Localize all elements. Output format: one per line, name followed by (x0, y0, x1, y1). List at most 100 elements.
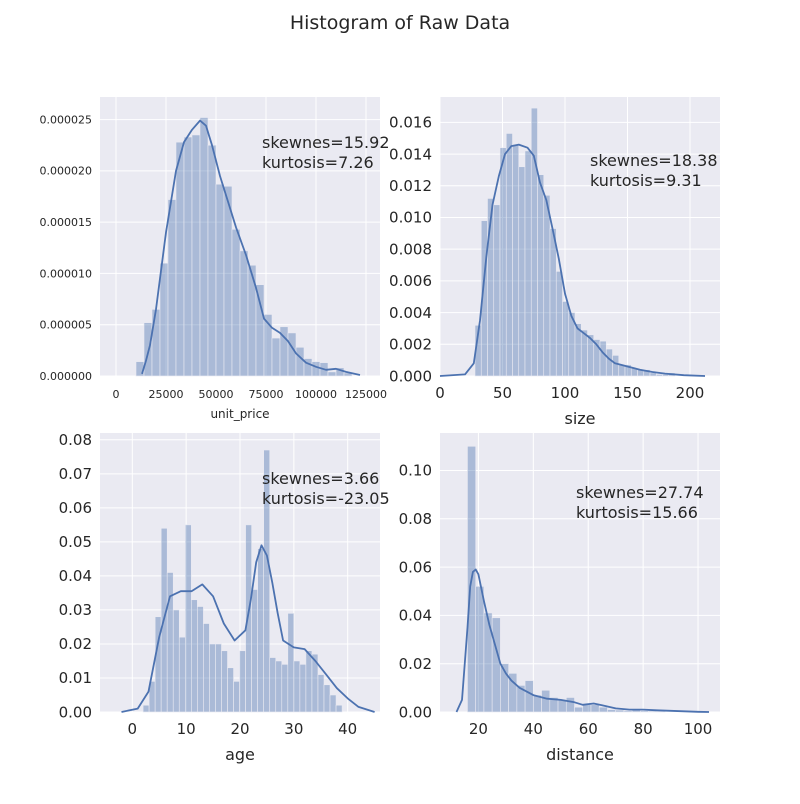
figure-title: Histogram of Raw Data (289, 12, 511, 34)
histogram-bar (167, 199, 177, 377)
kde-line (141, 119, 361, 376)
histogram-bar (183, 136, 193, 377)
histogram-bar (541, 689, 551, 713)
y-tick-label: 0.08 (399, 510, 432, 528)
x-tick-label: 80 (634, 720, 653, 738)
histogram-bar (549, 228, 557, 377)
histogram-bar (263, 449, 271, 713)
histogram-bar (557, 699, 567, 713)
x-tick-label: 0 (435, 384, 445, 402)
histogram-bar (299, 664, 307, 713)
histogram-bar (475, 586, 485, 713)
histogram-bar (203, 623, 210, 713)
y-tick-label: 0.006 (389, 272, 432, 290)
histogram-bar (655, 374, 663, 377)
x-axis-label: size (564, 409, 595, 428)
histogram-bar (199, 117, 209, 377)
histogram-bar (257, 548, 264, 713)
histogram-bar (607, 709, 616, 713)
histogram-bar (295, 346, 305, 377)
histogram-bar (323, 684, 331, 713)
y-tick-label: 0.07 (59, 465, 92, 483)
y-tick-label: 0.000000 (40, 370, 93, 383)
y-tick-label: 0.000020 (40, 165, 93, 178)
x-tick-label: 100 (551, 384, 580, 402)
x-tick-label: 0 (113, 388, 120, 401)
histogram-bar (605, 348, 613, 377)
histogram-bar (251, 589, 258, 713)
histogram-bar (191, 134, 201, 377)
histogram-bar (598, 706, 608, 713)
histogram-bar (197, 606, 204, 713)
histogram-bar (512, 144, 520, 377)
histogram-bar (518, 166, 526, 377)
y-tick-label: 0.00 (59, 703, 92, 721)
y-tick-label: 0.05 (59, 533, 92, 551)
histogram-bar (271, 337, 281, 377)
y-tick-label: 0.04 (399, 607, 432, 625)
histogram-bar (207, 144, 217, 377)
x-tick-label: 0 (128, 720, 138, 738)
histogram-bar (524, 680, 534, 713)
y-tick-label: 0.00 (399, 703, 432, 721)
histogram-bar (329, 694, 337, 713)
histogram-bar (287, 613, 295, 713)
x-axis-label: distance (546, 745, 614, 764)
stats-annotation: kurtosis=7.26 (262, 153, 374, 172)
histogram-bar (317, 674, 325, 713)
y-tick-label: 0.000015 (40, 216, 93, 229)
histogram-bar (166, 572, 174, 713)
histogram-bar (505, 133, 513, 377)
histogram-bar (233, 681, 240, 713)
histogram-bar (245, 524, 252, 713)
histogram-bar (269, 657, 277, 713)
histogram-bar (499, 147, 507, 377)
histogram-bar (493, 204, 501, 377)
y-tick-label: 0.08 (59, 431, 92, 449)
y-tick-label: 0.016 (389, 114, 432, 132)
x-axis-label: age (225, 745, 255, 764)
y-tick-label: 0.03 (59, 601, 92, 619)
histogram-bar (215, 183, 225, 377)
subplot-2: 0 50 100 150 200 0.000 0.002 0.004 0.006 0.008 0.0… (389, 97, 720, 428)
histogram-bar (640, 710, 649, 713)
histogram-bar (223, 185, 233, 377)
stats-annotation: skewnes=18.38 (590, 151, 718, 170)
histogram-bar (172, 609, 180, 713)
x-tick-label: 50000 (199, 388, 234, 401)
y-tick-label: 0.10 (399, 462, 432, 480)
y-tick-label: 0.012 (389, 177, 432, 195)
kde-line (121, 544, 375, 713)
stats-annotation: kurtosis=-23.05 (262, 489, 390, 508)
y-tick-label: 0.000 (389, 367, 432, 385)
histogram-bar (281, 664, 289, 713)
histogram-bar (491, 617, 501, 713)
histogram-bar (612, 355, 620, 377)
histogram-bar (615, 709, 625, 713)
kde-line (439, 143, 706, 377)
x-tick-label: 200 (676, 384, 705, 402)
histogram-bar (275, 660, 283, 713)
histogram-bar (555, 271, 563, 377)
histogram-bar (184, 524, 192, 713)
histogram-bar (239, 650, 246, 713)
stats-annotation: kurtosis=9.31 (590, 171, 702, 190)
histogram-bar (239, 250, 249, 377)
histogram-bar (530, 107, 538, 377)
y-tick-label: 0.01 (59, 669, 92, 687)
histogram-bar (335, 704, 343, 713)
y-tick-label: 0.000005 (40, 319, 93, 332)
y-tick-label: 0.06 (59, 499, 92, 517)
y-tick-label: 0.014 (389, 145, 432, 163)
y-tick-label: 0.06 (399, 558, 432, 576)
plot-area (440, 433, 720, 712)
histogram-bar (209, 643, 216, 713)
x-tick-label: 40 (338, 720, 357, 738)
kde-line (455, 568, 710, 713)
histogram-bar (524, 150, 532, 377)
histogram-bar (599, 340, 607, 377)
histogram-bar (221, 650, 228, 713)
histogram-bar (582, 704, 592, 713)
